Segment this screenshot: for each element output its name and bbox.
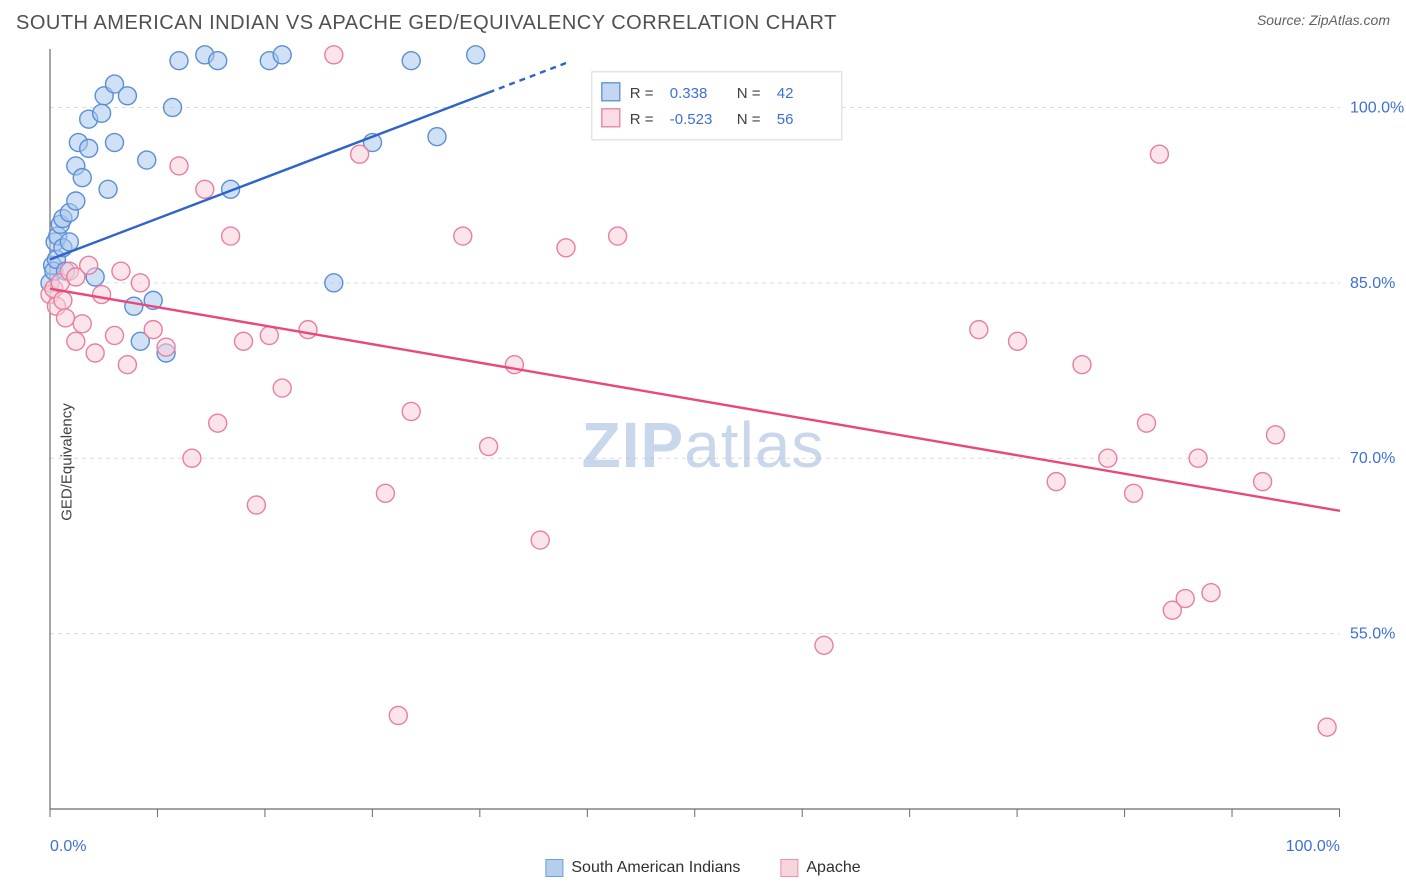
chart-title: SOUTH AMERICAN INDIAN VS APACHE GED/EQUI… [16, 12, 837, 35]
legend-item-south-american: South American Indians [545, 859, 740, 877]
svg-text:55.0%: 55.0% [1350, 626, 1395, 643]
svg-text:-0.523: -0.523 [670, 111, 713, 128]
legend-item-apache: Apache [780, 859, 860, 877]
chart-source: Source: ZipAtlas.com [1257, 12, 1390, 28]
svg-text:70.0%: 70.0% [1350, 450, 1395, 467]
scatter-chart: 55.0% 70.0% 85.0% 100.0% 0.0% 100.0% R = 0.338 N… [0, 39, 1406, 885]
svg-text:0.0%: 0.0% [50, 838, 86, 855]
svg-text:100.0%: 100.0% [1350, 99, 1404, 116]
svg-text:N =: N = [737, 85, 761, 102]
svg-text:42: 42 [777, 85, 794, 102]
y-axis-label: GED/Equivalency [58, 403, 75, 521]
svg-text:85.0%: 85.0% [1350, 275, 1395, 292]
legend-label: Apache [806, 859, 860, 877]
svg-text:56: 56 [777, 111, 794, 128]
chart-container: GED/Equivalency 55.0% 70.0% 85.0% 100.0% 0.0… [0, 39, 1406, 885]
svg-text:N =: N = [737, 111, 761, 128]
svg-text:100.0%: 100.0% [1286, 838, 1340, 855]
svg-text:0.338: 0.338 [670, 85, 708, 102]
svg-text:R =: R = [630, 85, 654, 102]
legend-swatch-icon [545, 859, 563, 877]
svg-text:R =: R = [630, 111, 654, 128]
legend-bottom: South American Indians Apache [545, 859, 860, 877]
legend-label: South American Indians [571, 859, 740, 877]
legend-swatch-icon [780, 859, 798, 877]
